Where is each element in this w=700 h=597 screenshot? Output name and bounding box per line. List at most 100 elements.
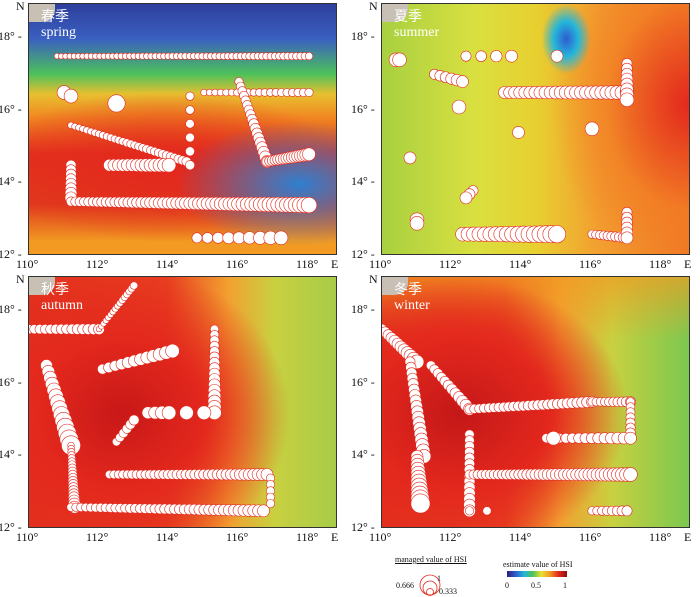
x-tick-label: 118° <box>296 530 319 544</box>
x-tick-label: 110° <box>369 530 392 544</box>
hsi-point <box>222 231 235 244</box>
hsi-point <box>129 281 139 290</box>
coastline-land <box>382 277 408 295</box>
hsi-point <box>128 414 140 426</box>
y-tick-label: 14° - <box>0 174 22 189</box>
y-tick-label: 14° - <box>0 447 22 462</box>
hsi-point <box>460 50 472 62</box>
winter-map-panel: 冬季 winter <box>381 276 690 528</box>
colorbar-tick-1: 1 <box>563 581 567 590</box>
y-tick-label: 12° - <box>0 247 22 261</box>
y-unit-label: N <box>16 0 25 13</box>
managed-value-0333: 0.333 <box>439 587 457 596</box>
hsi-point <box>185 146 195 157</box>
y-tick-label: 16° - <box>0 101 22 116</box>
hsi-point <box>459 191 473 205</box>
y-unit-label: N <box>369 0 378 13</box>
y-tick-label: 16° - <box>0 374 22 389</box>
spring-map-panel: 春季 spring <box>28 3 337 255</box>
x-unit-label: E <box>684 530 692 544</box>
hsi-point <box>304 52 314 61</box>
hsi-points <box>53 52 318 246</box>
x-tick-label: 112° <box>439 257 462 271</box>
hsi-point <box>185 105 195 115</box>
hsi-points <box>382 323 638 518</box>
hsi-point <box>185 91 195 101</box>
x-tick-label: 114° <box>509 530 532 544</box>
x-unit-label: E <box>331 530 339 544</box>
y-tick-label: 18° - <box>351 29 375 43</box>
hsi-heatmap <box>382 4 689 254</box>
season-label: 秋季 autumn <box>41 283 83 313</box>
hsi-point <box>107 94 126 113</box>
season-en: winter <box>394 298 430 313</box>
x-tick-label: 116° <box>226 257 249 271</box>
x-unit-label: E <box>331 257 339 271</box>
hsi-point <box>546 430 561 446</box>
hsi-point <box>185 119 195 129</box>
hsi-points <box>29 281 276 518</box>
season-zh: 春季 <box>41 10 69 25</box>
y-unit-label: N <box>369 272 378 286</box>
hsi-point <box>482 506 492 516</box>
x-tick-label: 110° <box>369 257 392 271</box>
y-tick-label: 18° - <box>351 302 375 316</box>
hsi-point <box>212 232 224 244</box>
hsi-point <box>161 405 177 420</box>
y-tick-label: 14° - <box>351 447 375 462</box>
managed-legend-circles <box>419 574 441 596</box>
hsi-point <box>266 499 276 509</box>
hsi-point <box>304 88 314 98</box>
y-tick-label: 18° - <box>0 302 22 316</box>
hsi-point <box>63 88 79 104</box>
x-tick-label: 114° <box>156 257 179 271</box>
x-tick-label: 116° <box>579 257 602 271</box>
hsi-point <box>456 75 469 88</box>
hsi-point <box>623 467 638 482</box>
hsi-point <box>409 216 425 231</box>
x-tick-label: 118° <box>649 257 672 271</box>
season-label: 冬季 winter <box>394 283 430 313</box>
y-tick-label: 14° - <box>351 174 375 189</box>
season-label: 夏季 summer <box>394 10 439 40</box>
season-en: autumn <box>41 298 83 313</box>
coastline-land <box>29 277 55 295</box>
hsi-point <box>620 231 634 245</box>
hsi-point <box>550 49 564 63</box>
x-tick-label: 114° <box>156 530 179 544</box>
hsi-point <box>410 493 431 514</box>
x-tick-label: 118° <box>296 257 319 271</box>
hsi-points <box>388 49 635 245</box>
coastline-land <box>29 4 55 22</box>
hsi-point <box>619 92 635 107</box>
hsi-point <box>512 126 525 139</box>
y-tick-label: 16° - <box>351 374 375 389</box>
hsi-point <box>621 505 633 517</box>
season-zh: 冬季 <box>394 283 422 298</box>
season-zh: 夏季 <box>394 10 422 25</box>
hsi-point <box>165 343 180 359</box>
hsi-point <box>161 157 177 173</box>
x-tick-label: 112° <box>86 530 109 544</box>
season-en: spring <box>41 25 76 40</box>
colorbar-tick-0: 0 <box>505 581 509 590</box>
x-tick-label: 114° <box>509 257 532 271</box>
x-unit-label: E <box>684 257 692 271</box>
season-en: summer <box>394 25 440 40</box>
y-tick-label: 16° - <box>351 101 375 116</box>
y-tick-label: 18° - <box>0 29 22 43</box>
y-tick-label: 12° - <box>351 520 375 534</box>
hsi-point <box>185 160 196 171</box>
estimate-legend-title: estimate value of HSI <box>503 560 573 569</box>
hsi-point <box>548 225 567 244</box>
y-unit-label: N <box>16 272 25 286</box>
hsi-point <box>201 232 214 244</box>
hsi-point <box>196 405 212 420</box>
x-tick-label: 110° <box>16 257 39 271</box>
hsi-point <box>185 132 195 143</box>
y-tick-label: 12° - <box>351 247 375 261</box>
hsi-point <box>505 49 518 63</box>
hsi-point <box>490 50 503 63</box>
hsi-point <box>465 506 475 516</box>
colorbar <box>507 571 567 577</box>
